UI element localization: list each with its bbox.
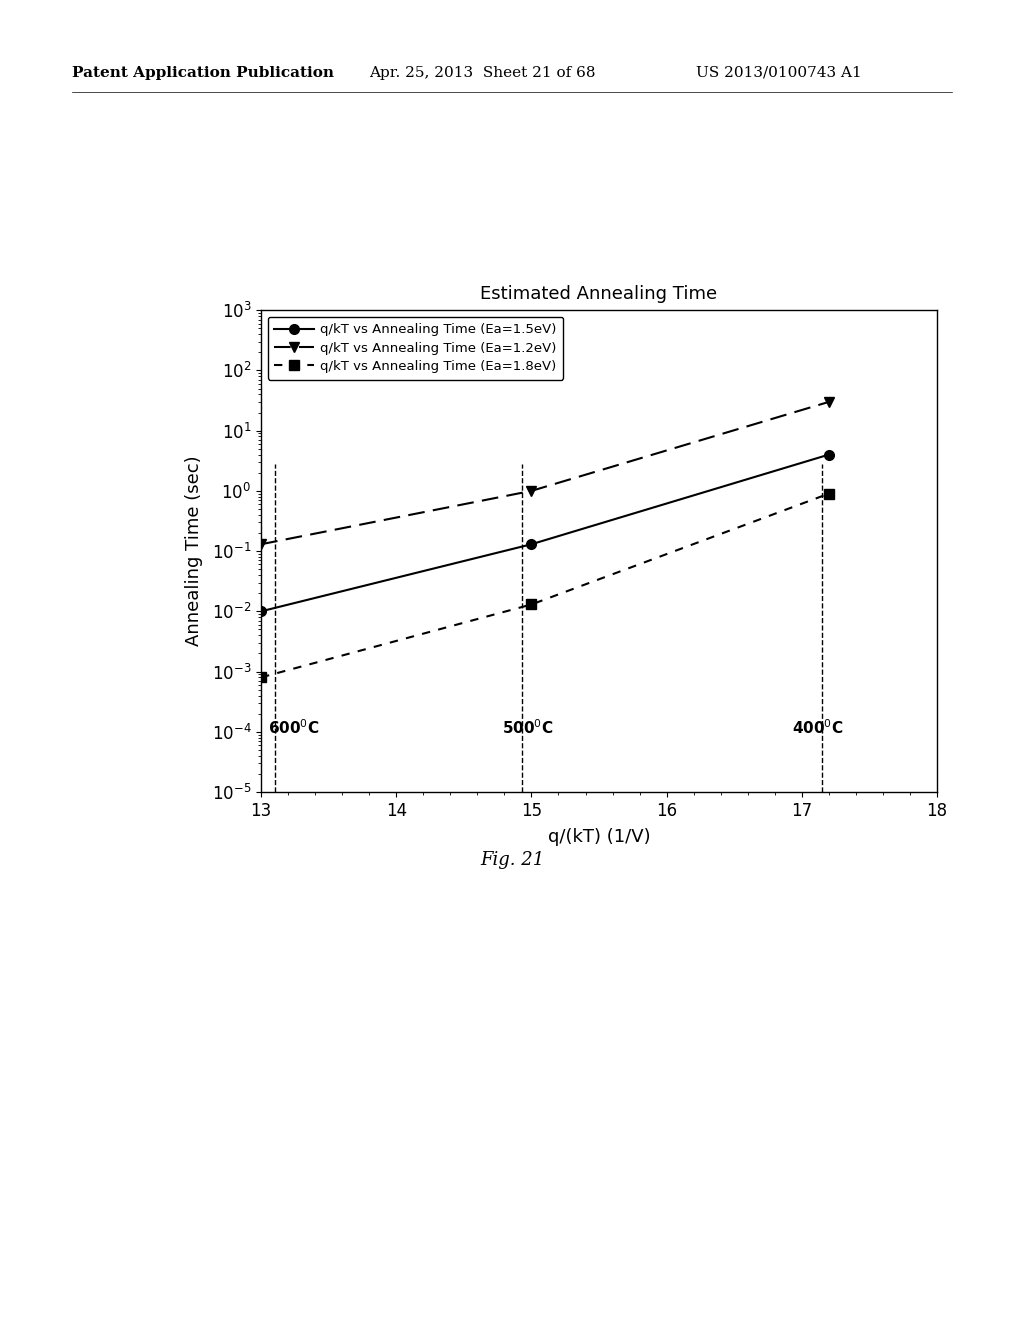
q/kT vs Annealing Time (Ea=1.5eV): [255, 603, 267, 619]
Title: Estimated Annealing Time: Estimated Annealing Time: [480, 285, 718, 304]
q/kT vs Annealing Time (Ea=1.8eV): [822, 486, 835, 502]
Text: 500$^0$C: 500$^0$C: [502, 718, 553, 738]
q/kT vs Annealing Time (Ea=1.5eV): [822, 446, 835, 462]
Line: q/kT vs Annealing Time (Ea=1.5eV): q/kT vs Annealing Time (Ea=1.5eV): [256, 450, 834, 616]
X-axis label: q/(kT) (1/V): q/(kT) (1/V): [548, 828, 650, 846]
Text: 400$^0$C: 400$^0$C: [793, 718, 844, 738]
Text: Fig. 21: Fig. 21: [480, 850, 544, 869]
Legend: q/kT vs Annealing Time (Ea=1.5eV), q/kT vs Annealing Time (Ea=1.2eV), q/kT vs An: q/kT vs Annealing Time (Ea=1.5eV), q/kT …: [267, 317, 563, 380]
q/kT vs Annealing Time (Ea=1.5eV): [525, 536, 538, 552]
Y-axis label: Annealing Time (sec): Annealing Time (sec): [185, 455, 204, 647]
Line: q/kT vs Annealing Time (Ea=1.8eV): q/kT vs Annealing Time (Ea=1.8eV): [256, 488, 834, 682]
q/kT vs Annealing Time (Ea=1.2eV): [255, 536, 267, 552]
Text: Apr. 25, 2013  Sheet 21 of 68: Apr. 25, 2013 Sheet 21 of 68: [369, 66, 595, 79]
q/kT vs Annealing Time (Ea=1.2eV): [822, 393, 835, 409]
Line: q/kT vs Annealing Time (Ea=1.2eV): q/kT vs Annealing Time (Ea=1.2eV): [256, 397, 834, 549]
q/kT vs Annealing Time (Ea=1.8eV): [525, 597, 538, 612]
Text: Patent Application Publication: Patent Application Publication: [72, 66, 334, 79]
q/kT vs Annealing Time (Ea=1.2eV): [525, 483, 538, 499]
Text: US 2013/0100743 A1: US 2013/0100743 A1: [696, 66, 862, 79]
Text: 600$^0$C: 600$^0$C: [268, 718, 319, 738]
q/kT vs Annealing Time (Ea=1.8eV): [255, 669, 267, 685]
